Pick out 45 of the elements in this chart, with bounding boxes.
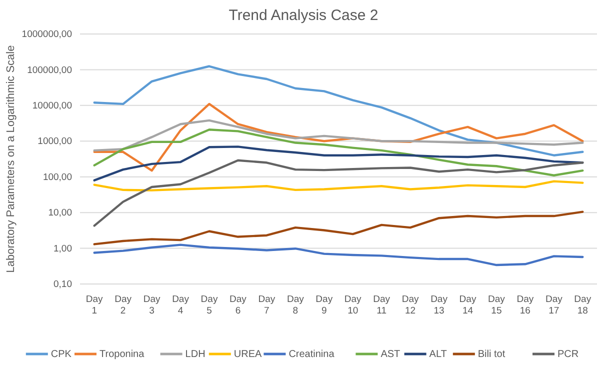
y-tick-label: 10,00 [48,208,72,219]
x-tick-label: Day 11 [373,294,390,316]
legend-label: AST [380,349,400,360]
y-tick-label: 0,10 [54,279,72,290]
x-tick-label: Day 6 [230,294,247,316]
y-tick-label: 1000000,00 [22,29,72,40]
legend-label: Bili tot [478,349,506,360]
x-tick-label: Day 16 [516,294,534,316]
y-tick-label: 100,00 [42,172,72,183]
line-series [93,65,584,156]
x-tick-label: Day 12 [402,294,419,316]
legend-label: ALT [429,349,447,360]
x-tick-label: Day 8 [286,294,304,316]
y-tick-label: 1000,00 [38,136,72,148]
y-axis-title: Laboratory Parameters on a Logarithmic Scale [5,45,17,273]
legend-label: Creatinina [288,349,335,360]
line-series [93,119,584,152]
y-tick-label: 1,00 [54,243,72,254]
legend-label: UREA [234,349,262,360]
x-tick-label: Day 10 [344,294,362,316]
x-tick-label: Day 9 [316,294,333,316]
chart-title: Trend Analysis Case 2 [228,7,378,24]
legend-label: LDH [185,349,206,360]
legend-label: PCR [558,349,579,360]
y-tick-label: 100000,00 [27,64,72,76]
line-series [93,159,584,227]
x-tick-label: Day 4 [172,294,190,316]
line-series [93,210,584,246]
x-tick-label: Day 13 [430,294,448,316]
line-series [93,180,584,192]
x-tick-label: Day 5 [200,294,218,316]
legend-label: Troponina [100,349,145,360]
x-tick-label: Day 7 [258,294,276,316]
x-tick-label: Day 2 [114,294,132,316]
line-series [93,102,584,172]
line-series [93,244,584,266]
x-tick-label: Day 15 [488,294,506,316]
x-tick-label: Day 14 [459,294,476,316]
x-tick-label: Day 1 [86,294,104,316]
x-tick-label: Day 3 [143,294,160,316]
line-series [93,128,584,176]
x-tick-label: Day 18 [574,294,592,316]
y-tick-label: 10000,00 [32,100,72,112]
legend-label: CPK [50,349,72,360]
x-tick-label: Day 17 [545,294,563,316]
